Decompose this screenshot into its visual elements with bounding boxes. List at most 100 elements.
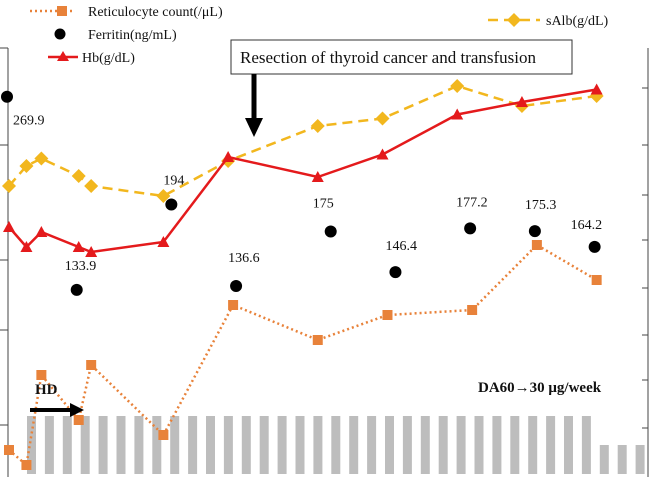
salb-point-2 [34, 151, 49, 166]
series-ferritin [1, 90, 601, 296]
ferritin-point-5 [389, 266, 402, 279]
legend-item-ferritin: Ferritin(ng/mL) [54, 28, 177, 43]
ferritin-label-3: 136.6 [228, 251, 260, 266]
hd-arrow [70, 403, 84, 417]
hd-label: HD [35, 382, 58, 398]
dose-bar-14 [277, 416, 287, 474]
legend-label-ferritin: Ferritin(ng/mL) [88, 28, 177, 43]
dose-bar-13 [259, 416, 269, 474]
dose-bar-19 [367, 416, 377, 474]
ferritin-label-4: 175 [313, 197, 334, 212]
dose-bar-34 [635, 445, 645, 474]
series-reticulocyte [4, 240, 602, 470]
salb-point-3 [71, 169, 86, 183]
dose-bar-21 [402, 416, 412, 474]
series-hb [3, 83, 603, 257]
ferritin-label-5: 146.4 [385, 239, 417, 254]
dose-bar-3 [80, 416, 90, 474]
legend-item-retic: Reticulocyte count(/μL) [30, 5, 223, 20]
dose-bars [27, 416, 645, 474]
hb-point-10 [515, 96, 528, 107]
dose-bar-30 [564, 416, 573, 474]
retic-point-5 [158, 430, 169, 440]
retic-point-10 [531, 240, 542, 250]
hb-point-3 [72, 241, 85, 252]
retic-point-9 [467, 305, 478, 315]
hb-point-1 [20, 241, 33, 252]
ferritin-point-7 [528, 225, 541, 238]
legend-label-retic: Reticulocyte count(/μL) [88, 5, 223, 20]
dose-bar-22 [420, 416, 430, 474]
axis-ticks [0, 47, 648, 429]
dose-bar-12 [241, 416, 251, 474]
retic-point-3 [73, 415, 84, 425]
salb-point-8 [375, 111, 390, 126]
hd-annotation: HD [30, 382, 84, 417]
retic-point-8 [382, 310, 393, 320]
dose-bar-26 [492, 416, 502, 474]
legend: Reticulocyte count(/μL) Ferritin(ng/mL) … [30, 5, 609, 66]
hb-point-4 [85, 246, 98, 257]
ferritin-data-labels: 269.9 133.9 194 136.6 175 146.4 177.2 175.3 164.… [13, 114, 602, 274]
dose-bar-24 [456, 416, 466, 474]
salb-line [8, 84, 597, 198]
dose-bar-18 [349, 416, 359, 474]
dose-bar-28 [528, 416, 538, 474]
dose-bar-20 [385, 416, 394, 474]
salb-point-1 [19, 159, 34, 173]
ferritin-point-8 [588, 240, 601, 253]
ferritin-point-3 [230, 280, 243, 293]
retic-point-0 [4, 445, 14, 455]
ferritin-label-8: 164.2 [571, 218, 603, 233]
legend-item-hb: Hb(g/dL) [48, 51, 135, 66]
ferritin-point-1 [70, 283, 83, 296]
ferritin-label-0: 269.9 [13, 114, 45, 129]
dose-bar-15 [295, 416, 305, 474]
dose-bar-27 [510, 416, 520, 474]
ferritin-label-2: 194 [163, 174, 184, 189]
dose-bar-2 [62, 416, 72, 474]
dose-bar-25 [474, 416, 484, 474]
event-arrow [245, 118, 263, 137]
salb-point-9 [450, 79, 465, 93]
dose-bar-17 [331, 416, 341, 474]
dose-bar-31 [581, 416, 591, 474]
dose-bar-16 [313, 416, 323, 474]
dose-bar-33 [617, 445, 627, 474]
dose-bar-4 [98, 416, 108, 474]
hb-point-9 [451, 108, 464, 120]
event-annotation: Resection of thyroid cancer and transfus… [230, 39, 573, 137]
event-box [230, 39, 573, 75]
dose-bar-1 [44, 416, 54, 474]
hb-point-8 [376, 148, 389, 160]
event-label: Resection of thyroid cancer and transfus… [240, 48, 536, 67]
salb-point-4 [84, 179, 99, 193]
retic-point-2 [36, 370, 47, 380]
ferritin-label-6: 177.2 [456, 195, 488, 210]
retic-point-6 [228, 300, 239, 310]
dose-bar-29 [546, 416, 556, 474]
hb-point-5 [157, 236, 170, 247]
hb-point-6 [222, 151, 235, 162]
salb-point-7 [310, 119, 325, 133]
legend-label-salb: sAlb(g/dL) [546, 14, 609, 29]
series-salb [2, 79, 604, 203]
ferritin-point-4 [324, 225, 337, 238]
hb-point-0 [3, 221, 15, 232]
dose-bar-10 [206, 416, 215, 474]
legend-label-hb: Hb(g/dL) [82, 51, 135, 66]
ferritin-label-1: 133.9 [65, 259, 97, 274]
salb-point-5 [156, 189, 171, 203]
salb-point-0 [2, 179, 16, 193]
legend-item-salb: sAlb(g/dL) [488, 13, 609, 29]
dose-bar-9 [188, 416, 198, 474]
hb-point-2 [35, 226, 48, 237]
ferritin-point-2 [165, 198, 178, 211]
dose-bar-0 [27, 416, 36, 474]
hb-line [8, 88, 597, 254]
dose-bar-7 [152, 416, 162, 474]
dose-bar-32 [599, 445, 609, 474]
ferritin-point-6 [464, 222, 477, 235]
ferritin-point-0 [1, 90, 13, 103]
